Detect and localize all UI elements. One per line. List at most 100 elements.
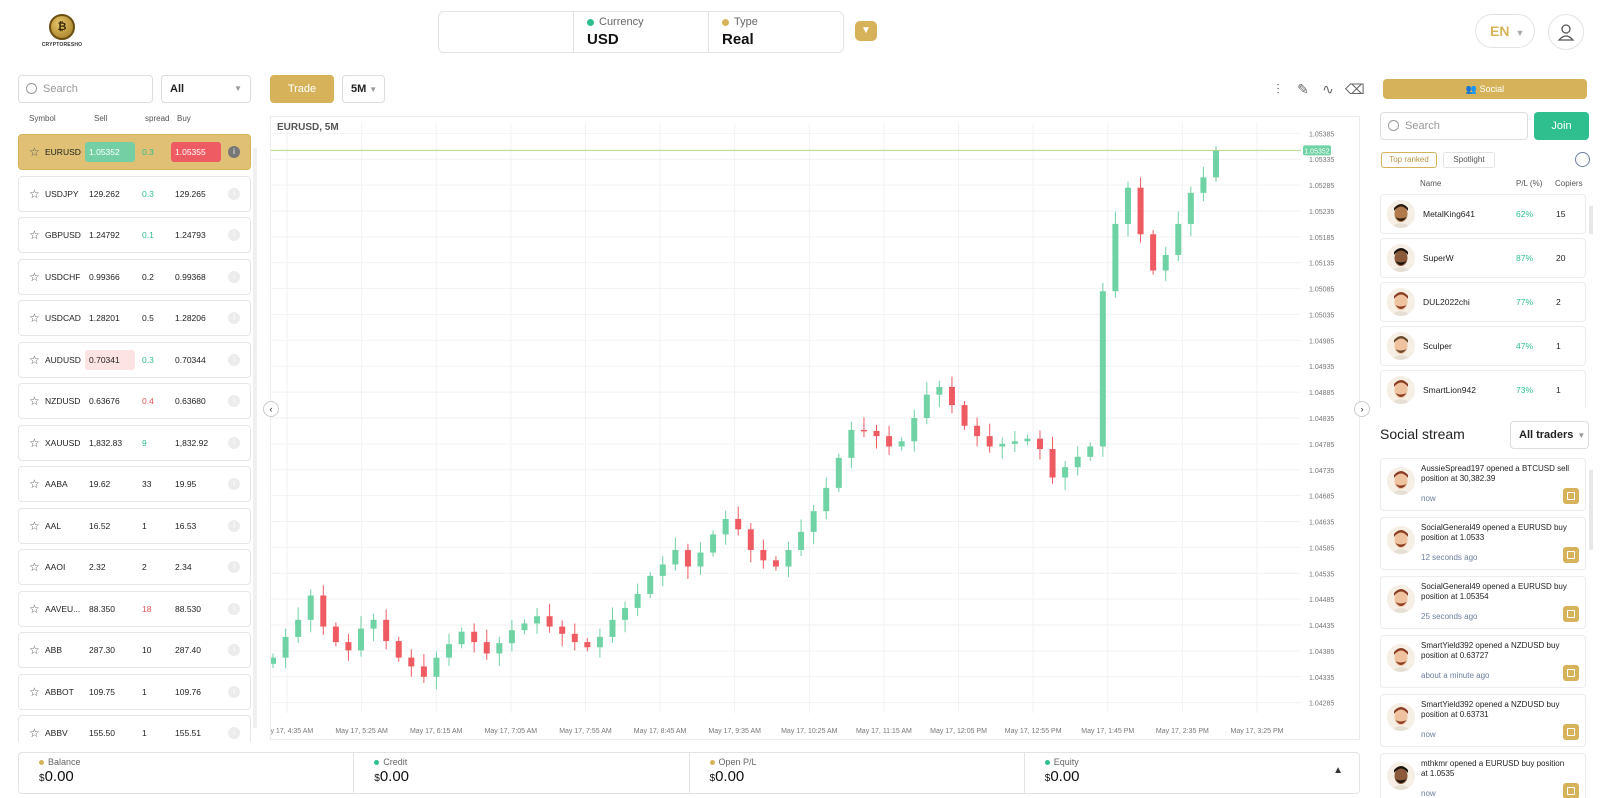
star-icon[interactable]: ☆ xyxy=(29,435,40,450)
watchlist-row[interactable]: ☆ USDCHF 0.99366 0.2 0.99368 i xyxy=(18,258,251,295)
info-icon[interactable]: i xyxy=(228,395,240,407)
user-profile-button[interactable] xyxy=(1548,14,1584,50)
candles-tool-icon[interactable]: ⫶ xyxy=(1276,81,1280,97)
buy-price[interactable]: 109.76 xyxy=(175,686,201,697)
star-icon[interactable]: ☆ xyxy=(29,352,40,367)
eraser-icon[interactable]: ⌫ xyxy=(1345,81,1365,97)
info-icon[interactable]: i xyxy=(228,727,240,739)
watchlist-row[interactable]: ☆ XAUUSD 1,832.83 9 1,832.92 i xyxy=(18,424,251,461)
star-icon[interactable]: ☆ xyxy=(29,186,40,201)
star-icon[interactable]: ☆ xyxy=(29,684,40,699)
star-icon[interactable]: ☆ xyxy=(29,269,40,284)
sell-price[interactable]: 0.99366 xyxy=(89,271,120,282)
copy-trade-icon[interactable] xyxy=(1563,783,1579,798)
trader-name[interactable]: DUL2022chi xyxy=(1423,297,1470,307)
social-tab-button[interactable]: 👥 Social xyxy=(1383,79,1587,99)
star-icon[interactable]: ☆ xyxy=(29,643,40,657)
trader-name[interactable]: SmartLion942 xyxy=(1423,385,1476,395)
stream-item[interactable]: SocialGeneral49 opened a EURUSD buy posi… xyxy=(1380,576,1586,629)
price-chart[interactable]: 1.05385 1.05335 1.05285 1.05235 1.05185 1.051… xyxy=(261,116,1361,741)
trader-row[interactable]: SuperW 87% 20 xyxy=(1380,238,1586,278)
buy-price[interactable]: 88.530 xyxy=(175,603,201,614)
info-icon[interactable]: i xyxy=(228,602,240,615)
info-icon[interactable]: i xyxy=(228,146,240,158)
indicators-icon[interactable]: ∿ xyxy=(1322,81,1334,97)
traders-scrollbar[interactable] xyxy=(1588,194,1594,408)
sell-price[interactable]: 1,832.83 xyxy=(89,437,123,448)
sell-price[interactable]: 1.28201 xyxy=(89,313,120,323)
pencil-draw-icon[interactable]: ✎ xyxy=(1297,81,1309,97)
star-icon[interactable]: ☆ xyxy=(29,726,40,740)
info-icon[interactable]: i xyxy=(228,353,240,366)
stream-item[interactable]: SocialGeneral49 opened a EURUSD buy posi… xyxy=(1380,517,1586,570)
trader-row[interactable]: SmartLion942 73% 1 xyxy=(1380,370,1586,408)
info-icon[interactable]: i xyxy=(228,519,240,532)
star-icon[interactable]: ☆ xyxy=(29,477,40,491)
buy-price[interactable]: 2.34 xyxy=(175,562,192,572)
star-icon[interactable]: ☆ xyxy=(29,518,40,533)
language-selector[interactable]: EN ▼ xyxy=(1475,14,1535,48)
sell-price[interactable]: 129.262 xyxy=(89,188,120,199)
watchlist-row[interactable]: ☆ GBPUSD 1.24792 0.1 1.24793 i xyxy=(18,217,251,253)
buy-price[interactable]: 1,832.92 xyxy=(175,437,209,448)
watchlist-row[interactable]: ☆ AABA 19.62 33 19.95 i xyxy=(18,466,251,502)
timeframe-select[interactable]: 5M ▼ xyxy=(342,75,385,103)
stream-item[interactable]: SmartYield392 opened a NZDUSD buy positi… xyxy=(1380,694,1586,747)
account-selector[interactable]: Currency USD Type Real xyxy=(438,11,844,53)
sell-price[interactable]: 1.05352 xyxy=(85,142,135,162)
copy-trade-icon[interactable] xyxy=(1563,665,1579,681)
watchlist-row[interactable]: ☆ AAVEU... 88.350 18 88.530 i xyxy=(18,590,251,627)
buy-price[interactable]: 1.05355 xyxy=(171,142,221,162)
buy-price[interactable]: 287.40 xyxy=(175,645,201,655)
sell-price[interactable]: 88.350 xyxy=(89,603,115,614)
buy-price[interactable]: 0.70344 xyxy=(175,354,206,365)
account-blank-cell[interactable] xyxy=(439,12,574,52)
watchlist-row[interactable]: ☆ ABB 287.30 10 287.40 i xyxy=(18,632,251,668)
stream-item[interactable]: mthkmr opened a EURUSD buy position at 1… xyxy=(1380,753,1586,798)
symbol-category-select[interactable]: All ▼ xyxy=(161,75,251,103)
buy-price[interactable]: 129.265 xyxy=(175,188,206,199)
candlestick-chart[interactable]: 1.05385 1.05335 1.05285 1.05235 1.05185 1.051… xyxy=(261,117,1361,741)
symbol-search-input[interactable]: Search xyxy=(18,75,153,103)
join-button[interactable]: Join xyxy=(1534,112,1589,140)
star-icon[interactable]: ☆ xyxy=(29,311,40,325)
buy-price[interactable]: 1.28206 xyxy=(175,313,206,323)
copy-trade-icon[interactable] xyxy=(1563,547,1579,563)
watchlist-row[interactable]: ☆ USDCAD 1.28201 0.5 1.28206 i xyxy=(18,300,251,336)
sell-price[interactable]: 1.24792 xyxy=(89,230,120,240)
trader-name[interactable]: MetalKing641 xyxy=(1423,209,1475,219)
info-icon[interactable]: i xyxy=(228,229,240,241)
info-icon[interactable]: i xyxy=(228,187,240,200)
buy-price[interactable]: 0.63680 xyxy=(175,396,206,406)
star-icon[interactable]: ☆ xyxy=(29,394,40,408)
chevron-up-icon[interactable]: ▲ xyxy=(1333,765,1343,776)
star-icon[interactable]: ☆ xyxy=(29,145,40,159)
watchlist-row[interactable]: ☆ EURUSD 1.05352 0.3 1.05355 i xyxy=(18,134,251,170)
copy-trade-icon[interactable] xyxy=(1563,724,1579,740)
watchlist-row[interactable]: ☆ ABBOT 109.75 1 109.76 i xyxy=(18,673,251,710)
trade-button[interactable]: Trade xyxy=(270,75,334,103)
watchlist-scrollbar[interactable] xyxy=(252,134,258,742)
info-icon[interactable]: i xyxy=(228,685,240,698)
buy-price[interactable]: 155.51 xyxy=(175,728,201,738)
info-icon[interactable]: i xyxy=(228,436,240,449)
trader-row[interactable]: DUL2022chi 77% 2 xyxy=(1380,282,1586,322)
watchlist-row[interactable]: ☆ NZDUSD 0.63676 0.4 0.63680 i xyxy=(18,383,251,419)
buy-price[interactable]: 1.24793 xyxy=(175,230,206,240)
brand-logo[interactable]: ₿ CRYPTORESHO xyxy=(40,14,84,50)
watchlist-row[interactable]: ☆ AAOI 2.32 2 2.34 i xyxy=(18,549,251,585)
watchlist-row[interactable]: ☆ AUDUSD 0.70341 0.3 0.70344 i xyxy=(18,341,251,378)
info-icon[interactable]: i xyxy=(228,312,240,324)
stream-item[interactable]: SmartYield392 opened a NZDUSD buy positi… xyxy=(1380,635,1586,688)
watchlist-row[interactable]: ☆ AAL 16.52 1 16.53 i xyxy=(18,507,251,544)
info-icon[interactable]: i xyxy=(228,478,240,490)
trader-name[interactable]: SuperW xyxy=(1423,253,1454,263)
star-icon[interactable]: ☆ xyxy=(29,601,40,616)
star-icon[interactable]: ☆ xyxy=(29,228,40,242)
sell-price[interactable]: 287.30 xyxy=(89,645,115,655)
trader-name[interactable]: Sculper xyxy=(1423,341,1452,351)
currency-cell[interactable]: Currency USD xyxy=(574,12,709,52)
trader-row[interactable]: Sculper 47% 1 xyxy=(1380,326,1586,366)
trader-search-input[interactable]: Search xyxy=(1380,112,1528,140)
buy-price[interactable]: 19.95 xyxy=(175,479,197,489)
